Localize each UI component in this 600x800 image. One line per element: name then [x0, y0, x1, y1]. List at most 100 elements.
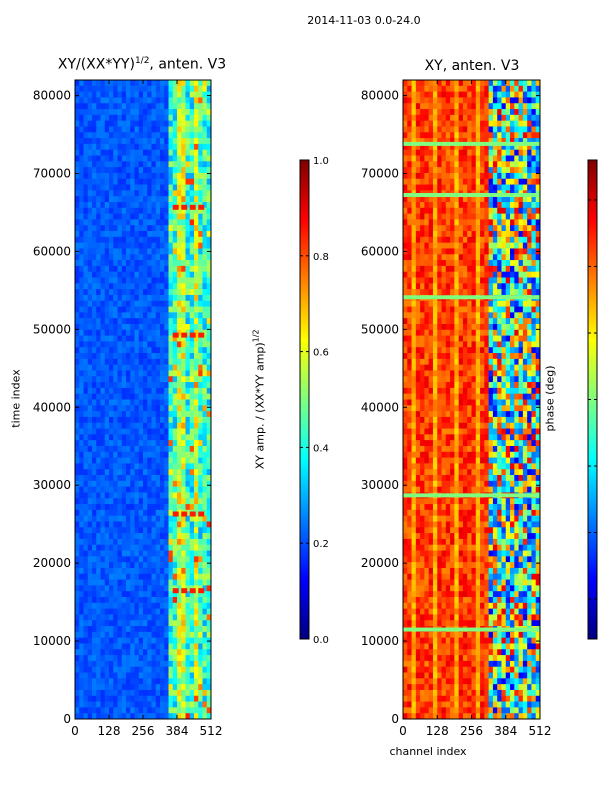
amplitude-cell: [126, 631, 131, 639]
phase-cell: [518, 231, 524, 238]
amplitude-cell: [181, 358, 186, 366]
phase-cell: [492, 138, 498, 145]
phase-cell: [445, 236, 451, 244]
amplitude-cell: [126, 411, 131, 418]
amplitude-cell: [83, 695, 89, 702]
amplitude-cell: [121, 695, 127, 702]
amplitude-cell: [79, 672, 84, 679]
phase-cell: [437, 312, 442, 319]
phase-cell: [527, 80, 532, 87]
phase-cell: [497, 161, 502, 168]
amplitude-cell: [83, 370, 89, 377]
phase-cell: [450, 138, 455, 145]
phase-cell: [424, 260, 430, 267]
amplitude-cell: [172, 498, 178, 505]
amplitude-cell: [172, 370, 178, 377]
phase-cell: [432, 254, 438, 261]
amplitude-cell: [96, 678, 101, 685]
amplitude-cell: [104, 289, 110, 296]
amplitude-cell: [75, 678, 80, 685]
phase-cell: [462, 149, 468, 156]
amplitude-cell: [177, 521, 182, 528]
phase-cell: [428, 155, 434, 162]
amplitude-cell: [134, 242, 140, 249]
amplitude-cell: [147, 254, 152, 261]
amplitude-cell: [117, 440, 123, 447]
amplitude-cell: [83, 312, 89, 319]
amplitude-cell: [189, 440, 195, 447]
amplitude-cell: [104, 323, 110, 331]
amplitude-cell: [130, 440, 135, 447]
amplitude-cell: [177, 178, 182, 185]
amplitude-cell: [202, 277, 208, 284]
amplitude-cell: [202, 318, 208, 325]
amplitude-cell: [138, 428, 144, 435]
amplitude-cell: [160, 376, 165, 383]
amplitude-cell: [113, 114, 118, 122]
amplitude-cell: [126, 167, 131, 174]
amplitude-hotspot: [189, 588, 196, 594]
amplitude-cell: [160, 91, 165, 98]
amplitude-cell: [147, 231, 152, 238]
phase-cell: [424, 283, 430, 290]
phase-cell: [458, 323, 464, 331]
amplitude-cell: [143, 655, 148, 662]
amplitude-cell: [198, 544, 203, 551]
amplitude-cell: [168, 660, 174, 668]
phase-cell: [458, 265, 464, 273]
phase-cell: [480, 312, 485, 319]
amplitude-cell: [87, 376, 93, 383]
amplitude-cell: [117, 318, 123, 325]
phase-cell: [428, 312, 434, 319]
amplitude-cell: [172, 620, 178, 627]
amplitude-cell: [83, 631, 89, 639]
amplitude-cell: [198, 231, 203, 238]
amplitude-cell: [202, 695, 208, 702]
phase-cell: [471, 126, 477, 133]
amplitude-cell: [87, 428, 93, 435]
amplitude-cell: [164, 323, 169, 331]
phase-cell: [450, 277, 455, 284]
amplitude-cell: [194, 579, 199, 586]
amplitude-cell: [126, 231, 131, 238]
phase-cell: [518, 103, 524, 110]
phase-cell: [420, 114, 425, 122]
amplitude-cell: [160, 556, 165, 563]
amplitude-cell: [143, 486, 148, 493]
phase-cell: [458, 138, 464, 145]
amplitude-cell: [96, 155, 101, 162]
phase-cell: [505, 254, 511, 261]
amplitude-cell: [104, 695, 110, 702]
phase-cell: [505, 172, 511, 180]
amplitude-cell: [206, 597, 212, 604]
amplitude-cell: [206, 620, 212, 627]
phase-cell: [415, 329, 421, 336]
amplitude-cell: [185, 637, 191, 644]
amplitude-cell: [87, 521, 93, 528]
amplitude-cell: [172, 242, 178, 249]
amplitude-cell: [198, 608, 203, 615]
amplitude-cell: [117, 294, 123, 302]
amplitude-cell: [100, 451, 106, 458]
phase-cell: [441, 138, 447, 145]
phase-cell: [471, 248, 477, 255]
amplitude-cell: [130, 573, 135, 580]
amplitude-cell: [126, 335, 131, 342]
amplitude-cell: [172, 434, 178, 441]
amplitude-cell: [168, 655, 174, 662]
amplitude-cell: [147, 445, 152, 453]
phase-cell: [403, 85, 408, 93]
phase-cell: [424, 196, 430, 203]
phase-cell: [518, 80, 524, 87]
amplitude-cell: [164, 509, 169, 517]
amplitude-cell: [83, 643, 89, 650]
phase-cell: [441, 172, 447, 180]
amplitude-cell: [206, 550, 212, 557]
amplitude-cell: [117, 515, 123, 522]
amplitude-cell: [104, 509, 110, 517]
phase-cell: [407, 213, 412, 220]
phase-cell: [535, 167, 541, 174]
amplitude-cell: [138, 533, 144, 540]
amplitude-cell: [104, 370, 110, 377]
amplitude-cell: [202, 120, 208, 127]
